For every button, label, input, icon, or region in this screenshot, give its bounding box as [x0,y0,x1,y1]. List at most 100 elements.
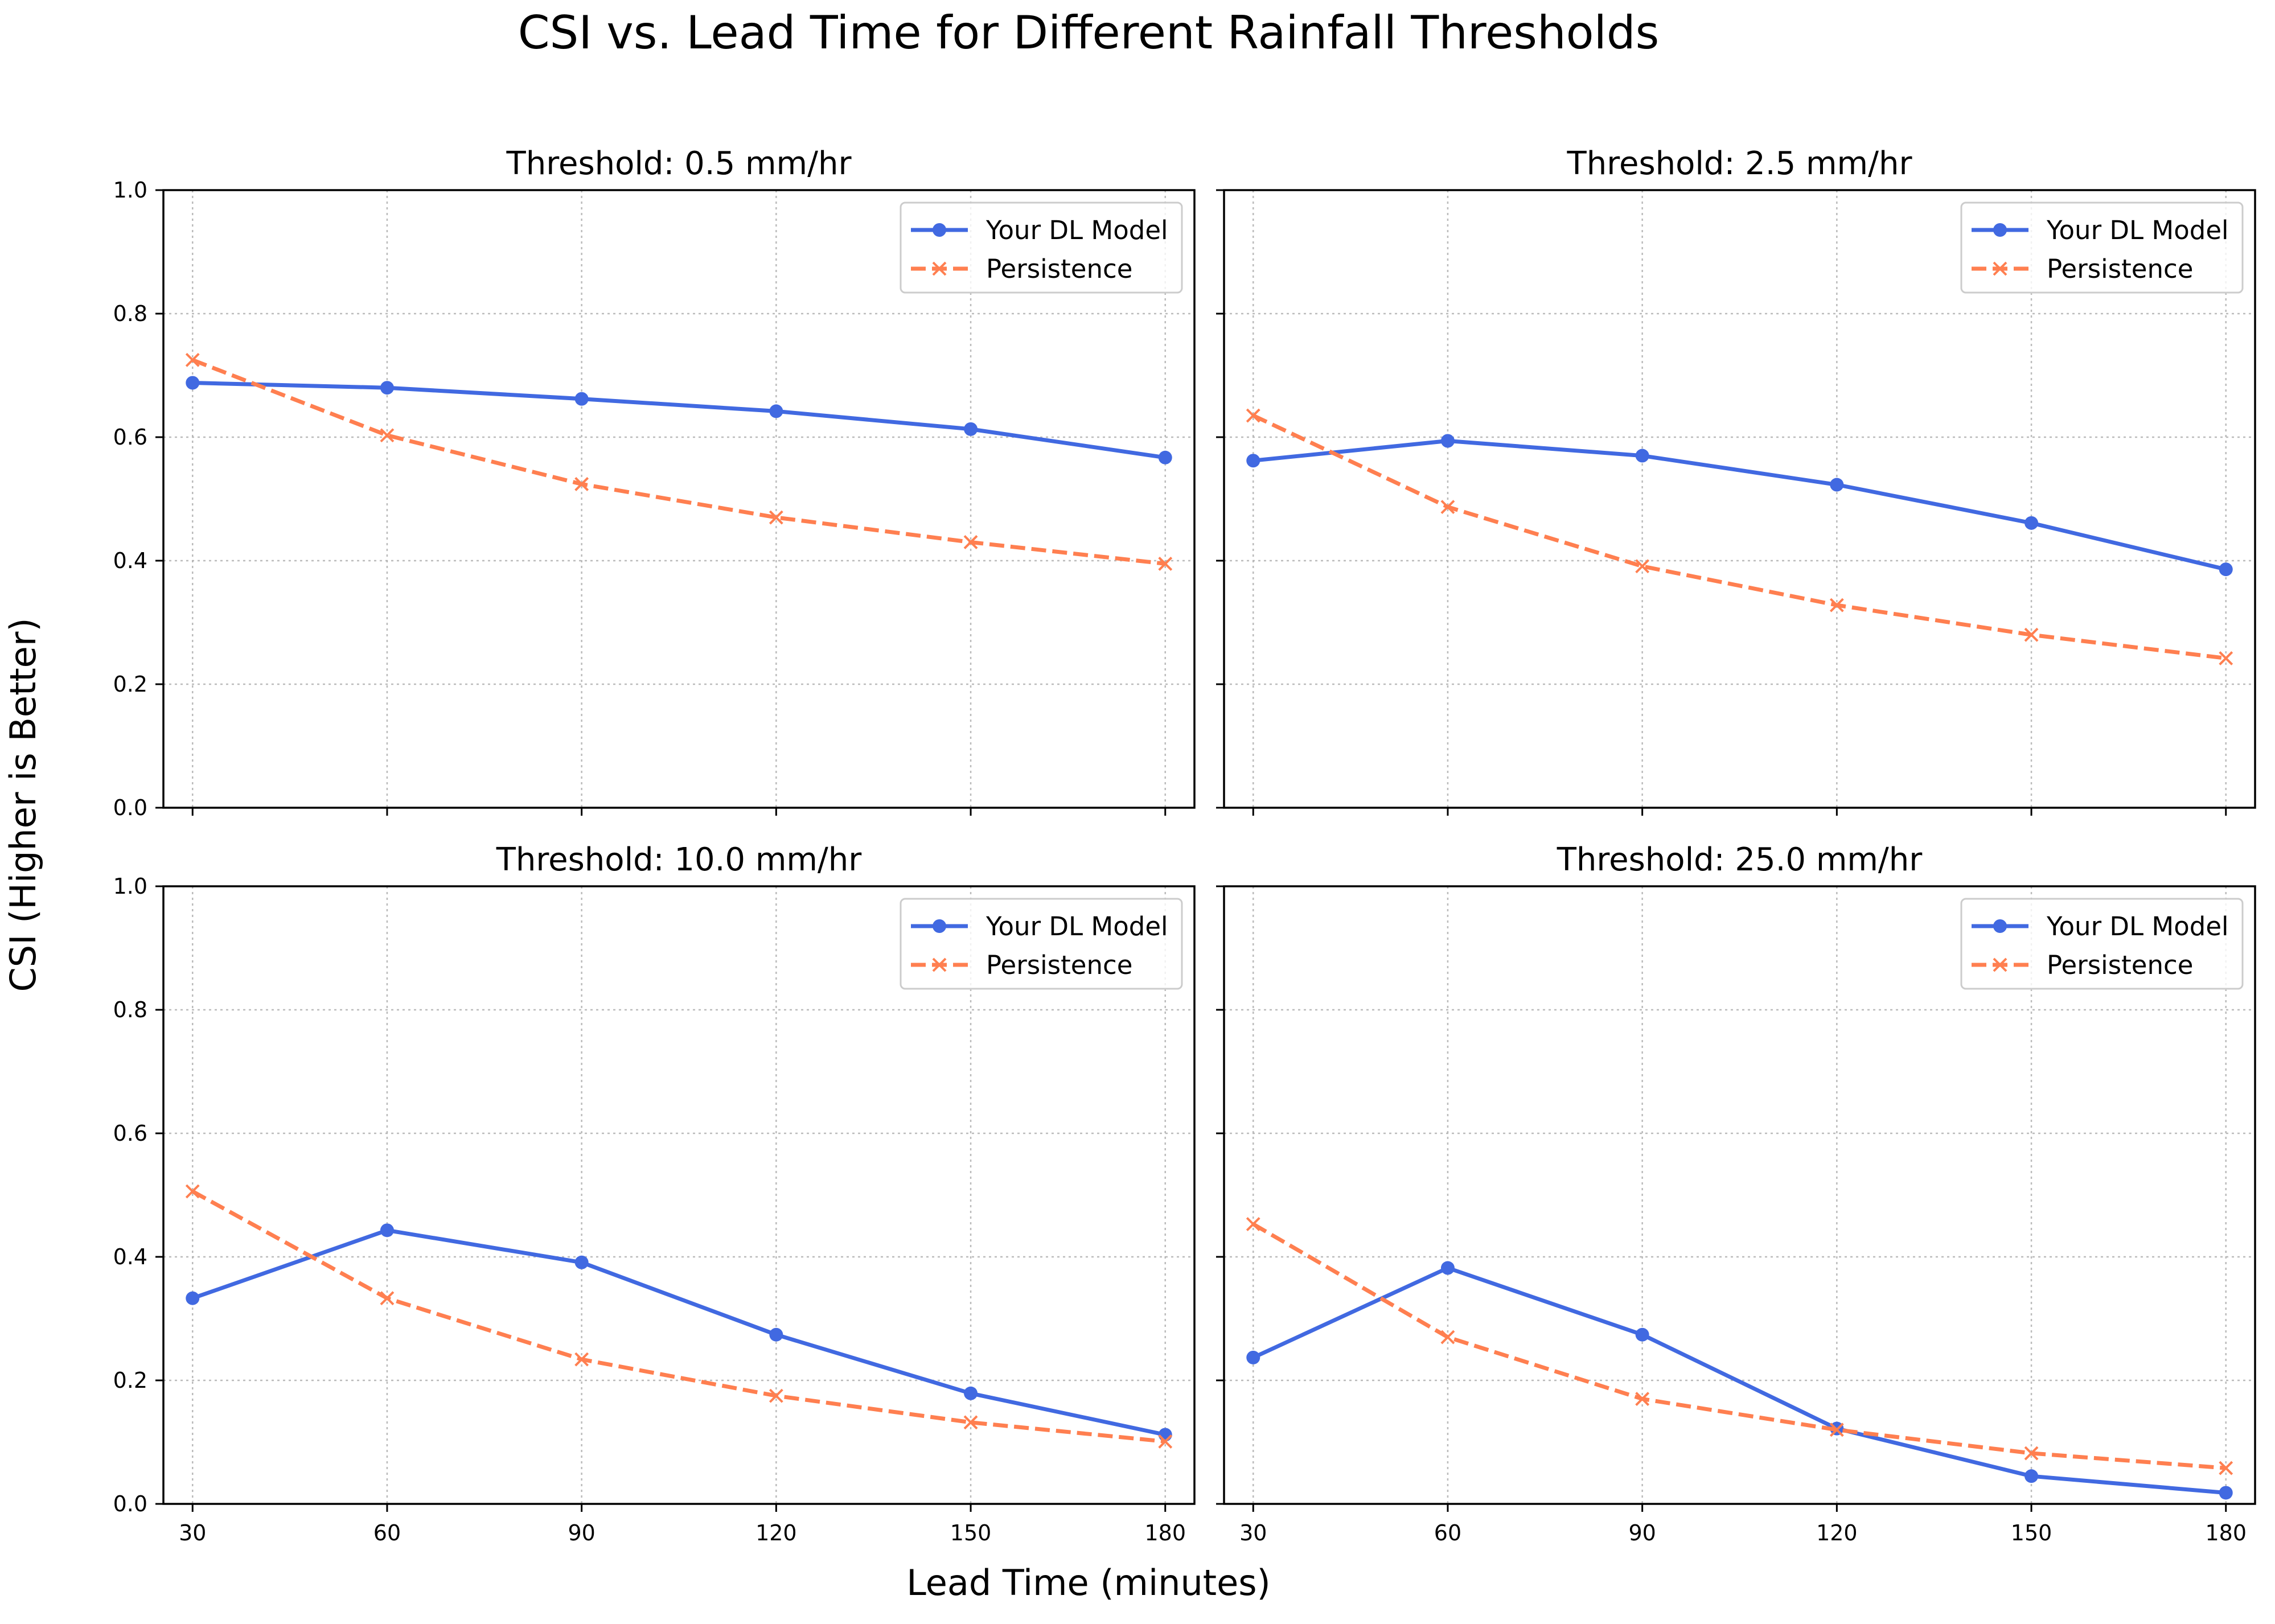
legend-marker-dl-model [933,223,946,237]
data-point-dl-model [1635,1327,1649,1342]
series-line-dl-model [1251,1266,2228,1495]
data-point-persistence [2024,627,2039,642]
panel-title: Threshold: 10.0 mm/hr [496,841,863,878]
series-line-persistence [192,358,1166,566]
x-tick-label: 120 [755,1520,797,1545]
data-point-dl-model [1246,454,1260,468]
series-line-dl-model [1251,439,2228,572]
data-point-persistence [2219,1461,2233,1475]
data-point-dl-model [1158,450,1172,464]
legend-box [900,898,1183,990]
x-tick-label: 180 [1144,1520,1186,1545]
panel-3: 0.0 0.2 0.4 0.6 0.8 1.0 30 60 90 120 150 180 Thresho… [113,841,1196,1545]
series-line-persistence [191,1189,1166,1444]
legend-label: Persistence [2047,950,2193,980]
x-tick-label: 120 [1816,1520,1858,1545]
data-point-dl-model [769,1327,783,1342]
data-point-persistence [1635,559,1650,574]
data-point-persistence [769,1388,783,1403]
data-point-dl-model [2219,562,2233,577]
legend-marker-persistence [932,261,947,276]
y-axis-label: CSI (Higher is Better) [2,618,44,992]
data-point-dl-model [1246,1350,1260,1364]
x-tick-label: 30 [179,1520,206,1545]
data-point-dl-model [2219,1486,2233,1500]
data-point-dl-model [380,1223,394,1237]
data-point-dl-model [1440,1261,1455,1275]
data-point-persistence [1829,1422,1844,1437]
data-point-dl-model [574,392,589,406]
y-tick-label: 1.0 [113,178,147,203]
y-tick-label: 0.6 [113,1121,147,1146]
panels-group: 0.0 0.2 0.4 0.6 0.8 1.0 Threshold: 0.5 mm/hr Yo… [113,145,2256,1545]
data-point-persistence [1158,1434,1173,1449]
y-tick-label: 0.0 [113,795,147,820]
data-point-persistence [185,1184,200,1199]
panel-title: Threshold: 0.5 mm/hr [506,145,852,182]
data-point-persistence [1246,1217,1260,1231]
legend-marker-persistence [932,957,947,972]
legend-marker-persistence [1993,957,2007,972]
legend-marker-persistence [1993,261,2007,276]
legend-marker-dl-model [1993,919,2007,933]
panel-1: 0.0 0.2 0.4 0.6 0.8 1.0 Threshold: 0.5 mm/hr Yo… [113,145,1196,820]
series-line-persistence [1252,1222,2226,1470]
x-tick-label: 90 [568,1520,595,1545]
panel-4: 30 60 90 120 150 180 Threshold: 25.0 mm/hr Your… [1216,841,2256,1545]
x-tick-label: 60 [1434,1520,1461,1545]
x-tick-label: 180 [2205,1520,2247,1545]
data-point-persistence [1635,1392,1650,1406]
data-point-dl-model [964,422,978,436]
legend-label: Persistence [986,254,1132,284]
legend: Your DL Model Persistence [1960,898,2244,990]
series-line-persistence [1252,413,2227,660]
plot-frame [1223,885,2256,1505]
y-tick-label: 0.4 [113,548,147,573]
legend-box [900,202,1183,294]
data-point-dl-model [2024,516,2039,530]
legend-label: Your DL Model [2046,911,2229,941]
legend-marker-dl-model [1993,223,2007,237]
y-tick-label: 0.6 [113,425,147,450]
data-point-persistence [1246,408,1260,423]
data-point-persistence [380,1291,395,1306]
y-tick-label: 0.0 [113,1491,147,1516]
data-point-dl-model [1440,434,1455,448]
legend-label: Your DL Model [985,215,1168,245]
data-point-persistence [1440,1330,1455,1345]
legend-label: Persistence [986,950,1132,980]
data-point-persistence [185,352,200,367]
panel-title: Threshold: 25.0 mm/hr [1557,841,1923,878]
legend-label: Your DL Model [2046,215,2229,245]
plot-frame [1223,189,2256,809]
x-tick-label: 30 [1239,1520,1267,1545]
legend-label: Your DL Model [985,911,1168,941]
legend: Your DL Model Persistence [1960,202,2244,294]
panel-title: Threshold: 2.5 mm/hr [1567,145,1913,182]
y-tick-label: 0.8 [113,301,147,326]
x-tick-label: 150 [2011,1520,2052,1545]
legend-box [1960,898,2244,990]
x-tick-label: 90 [1628,1520,1656,1545]
data-point-persistence [574,1352,589,1367]
x-axis-label: Lead Time (minutes) [906,1562,1270,1604]
data-point-persistence [1158,557,1173,571]
y-tick-label: 0.2 [113,672,147,697]
y-tick-label: 0.4 [113,1244,147,1269]
legend-label: Persistence [2047,254,2193,284]
panel-2: Threshold: 2.5 mm/hr Your DL Model Persist… [1216,145,2256,816]
legend-marker-dl-model [933,919,946,933]
data-point-persistence [2219,651,2233,665]
data-point-dl-model [1158,1428,1172,1442]
y-tick-label: 0.8 [113,997,147,1022]
x-tick-label: 60 [373,1520,401,1545]
series-line-dl-model [190,381,1168,460]
data-point-dl-model [2024,1469,2039,1483]
series-line-dl-model [190,1228,1168,1437]
x-tick-label: 150 [950,1520,992,1545]
plot-frame [162,189,1196,809]
data-point-dl-model [186,1291,200,1305]
y-tick-label: 0.2 [113,1368,147,1393]
data-point-dl-model [964,1386,978,1400]
